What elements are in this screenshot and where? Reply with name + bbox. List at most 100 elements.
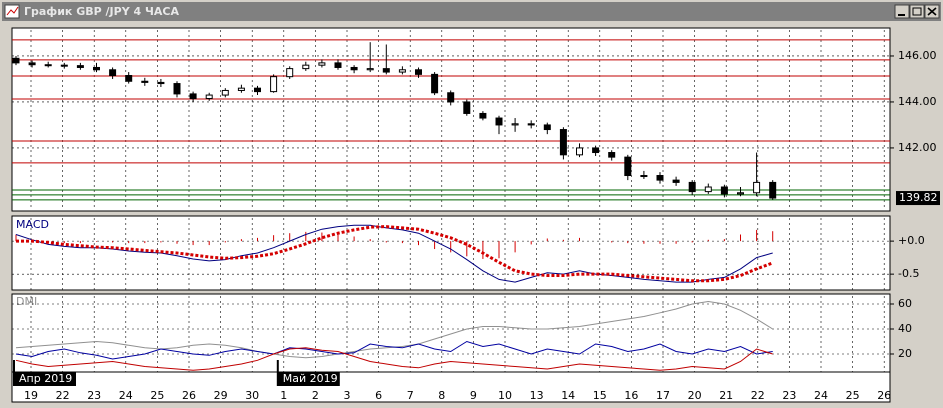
x-tick-label: 30 [245, 389, 259, 402]
candle-body [398, 69, 406, 73]
candle-body [28, 62, 36, 66]
app-icon-glyph [6, 6, 19, 16]
indicator-line [16, 225, 774, 283]
y-tick-label: 144.00 [898, 95, 937, 108]
last-price-label: 139.82 [899, 191, 938, 204]
indicator-line [15, 340, 773, 360]
candle-body [157, 81, 165, 85]
x-tick-label: 23 [782, 389, 796, 402]
x-tick-label: 14 [561, 389, 575, 402]
x-tick-label: 19 [24, 389, 38, 402]
x-tick-label: 13 [530, 389, 544, 402]
candle-body [688, 181, 696, 193]
y-tick-label: 20 [898, 347, 912, 360]
y-tick-label: 40 [898, 322, 912, 335]
month-marker [14, 372, 76, 386]
candle-body [656, 175, 664, 181]
candle-body [511, 123, 519, 126]
x-tick-label: 25 [846, 389, 860, 402]
candle-body [237, 87, 245, 91]
candle-body [720, 186, 728, 195]
candle-body [769, 181, 777, 199]
panel-title: DMI [16, 295, 37, 308]
candle-body [704, 186, 712, 193]
y-tick-label: +0.0 [898, 234, 925, 247]
y-tick-label: 60 [898, 297, 912, 310]
candle-body [350, 66, 358, 71]
x-tick-label: 24 [119, 389, 133, 402]
x-tick-label: 2 [312, 389, 319, 402]
candle-body [382, 68, 390, 73]
x-tick-label: 6 [375, 389, 382, 402]
indicator-line [15, 224, 773, 283]
candle-body [366, 68, 374, 71]
y-tick-label: 142.00 [898, 141, 937, 154]
candle-body [479, 112, 487, 119]
candle-body [753, 181, 761, 194]
y-tick-label: 146.00 [898, 49, 937, 62]
candle-body [60, 64, 68, 67]
candle-body [672, 179, 680, 183]
candle-body [463, 101, 471, 114]
x-tick-label: 21 [719, 389, 733, 402]
candle-body [495, 117, 503, 126]
month-marker [277, 372, 340, 386]
x-tick-label: 8 [438, 389, 445, 402]
month-label: Апр 2019 [19, 372, 72, 385]
minimize-button[interactable] [894, 4, 910, 19]
x-tick-label: 26 [877, 389, 891, 402]
candle-body [318, 62, 326, 66]
candle-body [44, 64, 52, 67]
candle-body [173, 83, 181, 95]
month-label: Май 2019 [283, 372, 338, 385]
candle-body [254, 87, 261, 93]
dmi-panel [11, 293, 891, 373]
window-buttons[interactable] [894, 4, 940, 19]
x-tick-label: 9 [470, 389, 477, 402]
candle-body [125, 75, 133, 82]
candle-body [447, 92, 455, 103]
time-axis [11, 371, 891, 403]
maximize-button[interactable] [909, 4, 925, 19]
candle-body [189, 93, 197, 100]
panel-title: MACD [16, 218, 49, 231]
candle-body [543, 124, 551, 131]
x-tick-label: 23 [87, 389, 101, 402]
candle-body [559, 129, 567, 156]
title-bar [2, 2, 941, 21]
x-tick-label: 25 [150, 389, 164, 402]
window-title: График GBP /JPY 4 ЧАСА [24, 5, 179, 18]
candle-body [141, 80, 149, 83]
candle-body [12, 57, 20, 64]
x-tick-label: 10 [498, 389, 512, 402]
x-tick-label: 3 [344, 389, 351, 402]
candle-body [221, 89, 229, 96]
candle-body [109, 69, 117, 77]
x-tick-label: 29 [214, 389, 228, 402]
candle-body [286, 68, 294, 78]
y-tick-label: -0.5 [898, 267, 919, 280]
candle-body [334, 62, 342, 68]
x-tick-label: 26 [182, 389, 196, 402]
candle-body [302, 64, 310, 70]
x-tick-label: 16 [624, 389, 638, 402]
candle-body [93, 66, 100, 71]
candle-body [624, 156, 632, 177]
x-tick-label: 15 [593, 389, 607, 402]
x-tick-label: 22 [56, 389, 70, 402]
candle-body [592, 147, 600, 154]
candle-body [640, 175, 648, 178]
candle-body [527, 123, 535, 126]
x-tick-label: 22 [751, 389, 765, 402]
x-tick-label: 1 [280, 389, 287, 402]
candle-body [576, 147, 583, 156]
candle-body [608, 152, 616, 158]
candle-body [737, 192, 744, 195]
macd-panel [11, 215, 891, 291]
candle-body [76, 65, 84, 68]
x-tick-label: 17 [656, 389, 670, 402]
price-panel [11, 27, 891, 212]
x-tick-label: 24 [814, 389, 828, 402]
x-tick-label: 7 [407, 389, 414, 402]
